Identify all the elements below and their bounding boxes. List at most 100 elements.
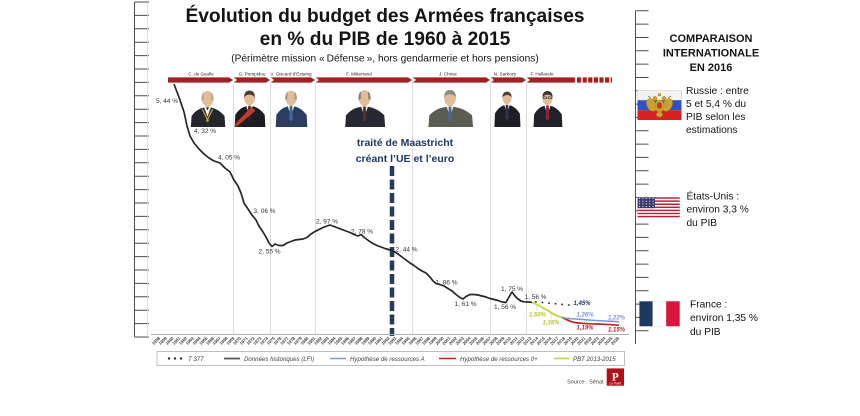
svg-text:2008: 2008 bbox=[488, 335, 499, 346]
svg-text:1997: 1997 bbox=[414, 335, 425, 346]
svg-text:5 et 5,4 % du: 5 et 5,4 % du bbox=[686, 99, 746, 110]
svg-text:Hypothèse de ressources A: Hypothèse de ressources A bbox=[350, 356, 425, 363]
svg-text:2026: 2026 bbox=[610, 335, 621, 346]
svg-text:1958: 1958 bbox=[151, 335, 162, 346]
svg-text:1980: 1980 bbox=[299, 335, 310, 346]
svg-text:G. Pompidou: G. Pompidou bbox=[239, 72, 266, 77]
svg-text:1990: 1990 bbox=[367, 335, 378, 346]
svg-text:2014: 2014 bbox=[529, 335, 540, 346]
svg-text:EN 2016: EN 2016 bbox=[690, 62, 733, 74]
svg-text:1964: 1964 bbox=[191, 335, 202, 346]
svg-text:1998: 1998 bbox=[421, 335, 432, 346]
svg-text:2011: 2011 bbox=[509, 335, 520, 346]
svg-text:1969: 1969 bbox=[225, 335, 236, 346]
svg-text:1987: 1987 bbox=[347, 335, 358, 346]
svg-text:1983: 1983 bbox=[320, 335, 331, 346]
svg-text:2002: 2002 bbox=[448, 335, 459, 346]
svg-text:1,26%: 1,26% bbox=[577, 313, 595, 319]
svg-text:2006: 2006 bbox=[475, 335, 486, 346]
svg-text:traité de Maastricht: traité de Maastricht bbox=[357, 137, 454, 149]
svg-text:1960: 1960 bbox=[164, 335, 175, 346]
svg-text:2022: 2022 bbox=[583, 335, 594, 346]
svg-text:N. Sarkozy: N. Sarkozy bbox=[494, 72, 517, 77]
svg-text:1971: 1971 bbox=[239, 335, 250, 346]
svg-text:environ 3,3 %: environ 3,3 % bbox=[687, 205, 749, 216]
svg-text:France :: France : bbox=[690, 300, 727, 311]
svg-text:1968: 1968 bbox=[218, 335, 229, 346]
svg-text:(Périmètre mission « Défense »: (Périmètre mission « Défense », hors gen… bbox=[231, 54, 539, 65]
svg-text:1995: 1995 bbox=[401, 335, 412, 346]
svg-text:1986: 1986 bbox=[340, 335, 351, 346]
svg-text:5, 44 %: 5, 44 % bbox=[156, 98, 178, 105]
svg-text:J. Chirac: J. Chirac bbox=[439, 72, 458, 77]
svg-text:2025: 2025 bbox=[603, 335, 614, 346]
svg-text:1972: 1972 bbox=[245, 335, 256, 346]
svg-text:Hypothèse de ressources 0+: Hypothèse de ressources 0+ bbox=[460, 356, 538, 363]
svg-text:1,19%: 1,19% bbox=[577, 326, 595, 332]
svg-text:2003: 2003 bbox=[455, 335, 466, 346]
svg-text:Évolution du budget des Armées: Évolution du budget des Armées française… bbox=[185, 5, 584, 27]
svg-text:V. Giscard d’Estaing: V. Giscard d’Estaing bbox=[270, 72, 312, 77]
svg-text:1961: 1961 bbox=[171, 335, 182, 346]
svg-text:1967: 1967 bbox=[212, 335, 223, 346]
svg-text:1, 75 %: 1, 75 % bbox=[501, 286, 523, 293]
svg-text:1963: 1963 bbox=[185, 335, 196, 346]
svg-text:1,35%: 1,35% bbox=[543, 321, 561, 327]
svg-text:2019: 2019 bbox=[563, 335, 574, 346]
svg-text:2001: 2001 bbox=[441, 335, 452, 346]
svg-text:1, 86 %: 1, 86 % bbox=[436, 280, 458, 287]
svg-text:créant l’UE et l’euro: créant l’UE et l’euro bbox=[356, 153, 455, 165]
svg-text:C. de Gaulle: C. de Gaulle bbox=[188, 72, 214, 77]
svg-text:2000: 2000 bbox=[434, 335, 445, 346]
svg-text:1989: 1989 bbox=[360, 335, 371, 346]
svg-text:1970: 1970 bbox=[232, 335, 243, 346]
svg-text:F. Hollande: F. Hollande bbox=[531, 72, 554, 77]
svg-text:1981: 1981 bbox=[306, 335, 317, 346]
svg-text:2023: 2023 bbox=[590, 335, 601, 346]
svg-text:2016: 2016 bbox=[542, 335, 553, 346]
svg-text:F. Mitterrand: F. Mitterrand bbox=[346, 72, 372, 77]
svg-text:1,45%: 1,45% bbox=[574, 301, 592, 307]
svg-text:1965: 1965 bbox=[198, 335, 209, 346]
svg-text:2004: 2004 bbox=[461, 335, 472, 346]
svg-text:1962: 1962 bbox=[178, 335, 189, 346]
svg-text:2005: 2005 bbox=[468, 335, 479, 346]
svg-text:1, 61 %: 1, 61 % bbox=[455, 301, 477, 308]
svg-text:2017: 2017 bbox=[549, 335, 560, 346]
svg-text:1988: 1988 bbox=[353, 335, 364, 346]
svg-text:1992: 1992 bbox=[380, 335, 391, 346]
svg-text:2007: 2007 bbox=[482, 335, 493, 346]
svg-text:2010: 2010 bbox=[502, 335, 513, 346]
svg-text:2, 78 %: 2, 78 % bbox=[351, 229, 373, 236]
svg-text:1975: 1975 bbox=[266, 335, 277, 346]
svg-text:1959: 1959 bbox=[158, 335, 169, 346]
svg-text:1991: 1991 bbox=[374, 335, 385, 346]
svg-text:1985: 1985 bbox=[333, 335, 344, 346]
svg-text:estimations: estimations bbox=[686, 125, 738, 136]
svg-text:PIB selon les: PIB selon les bbox=[686, 112, 745, 123]
svg-text:États-Unis :: États-Unis : bbox=[687, 190, 740, 203]
svg-text:Données historiques (LFI): Données historiques (LFI) bbox=[244, 356, 314, 363]
svg-text:2, 55 %: 2, 55 % bbox=[259, 249, 281, 256]
svg-text:2, 44 %: 2, 44 % bbox=[396, 247, 418, 254]
svg-text:2009: 2009 bbox=[495, 335, 506, 346]
svg-text:1982: 1982 bbox=[313, 335, 324, 346]
svg-text:4, 32 %: 4, 32 % bbox=[194, 128, 216, 135]
svg-text:du PIB: du PIB bbox=[690, 327, 721, 338]
svg-text:1,50%: 1,50% bbox=[529, 313, 547, 319]
svg-text:1977: 1977 bbox=[279, 335, 290, 346]
svg-text:1984: 1984 bbox=[326, 335, 337, 346]
svg-text:Le Point: Le Point bbox=[609, 381, 621, 385]
svg-text:3, 06 %: 3, 06 % bbox=[254, 208, 276, 215]
svg-text:1999: 1999 bbox=[428, 335, 439, 346]
svg-text:en % du PIB de 1960 à 2015: en % du PIB de 1960 à 2015 bbox=[260, 29, 511, 50]
svg-text:2024: 2024 bbox=[596, 335, 607, 346]
svg-text:2015: 2015 bbox=[536, 335, 547, 346]
svg-text:1,22%: 1,22% bbox=[608, 316, 626, 322]
svg-text:1, 56 %: 1, 56 % bbox=[525, 294, 547, 301]
svg-text:2012: 2012 bbox=[515, 335, 526, 346]
svg-text:1993: 1993 bbox=[387, 335, 398, 346]
svg-text:du PIB: du PIB bbox=[687, 218, 718, 229]
svg-text:2020: 2020 bbox=[569, 335, 580, 346]
svg-text:1979: 1979 bbox=[293, 335, 304, 346]
